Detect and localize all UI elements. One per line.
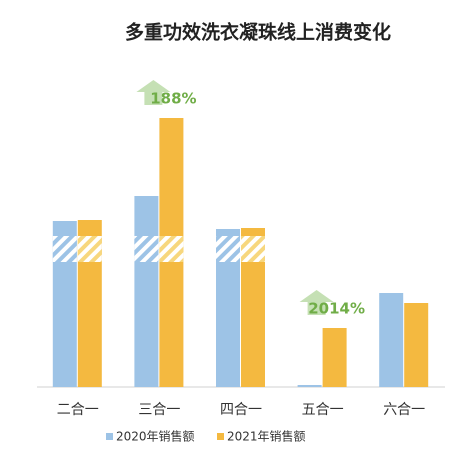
chart-title: 多重功效洗衣凝珠线上消费变化 <box>125 21 391 44</box>
x-tick-label: 五合一 <box>302 402 344 418</box>
x-tick-label: 三合一 <box>138 402 180 418</box>
legend-swatch <box>217 433 224 440</box>
axis-break <box>159 236 184 262</box>
growth-label: 188% <box>150 90 196 108</box>
bar <box>379 293 404 387</box>
legend-label: 2020年销售额 <box>116 429 195 444</box>
axis-break <box>52 236 77 262</box>
x-tick-label: 四合一 <box>220 402 262 418</box>
bar <box>322 328 347 387</box>
growth-arrow <box>299 290 334 315</box>
bar <box>297 385 322 387</box>
bar <box>134 196 159 387</box>
x-tick-label: 二合一 <box>57 402 99 418</box>
legend-swatch <box>106 433 113 440</box>
legend-label: 2021年销售额 <box>227 429 306 444</box>
growth-label: 2014% <box>308 300 365 318</box>
x-tick-label: 六合一 <box>383 402 425 418</box>
axis-break <box>216 236 240 262</box>
axis-break <box>241 236 265 262</box>
growth-arrow <box>136 80 171 105</box>
bar <box>404 303 429 387</box>
axis-break <box>134 236 159 262</box>
axis-break <box>77 236 102 262</box>
